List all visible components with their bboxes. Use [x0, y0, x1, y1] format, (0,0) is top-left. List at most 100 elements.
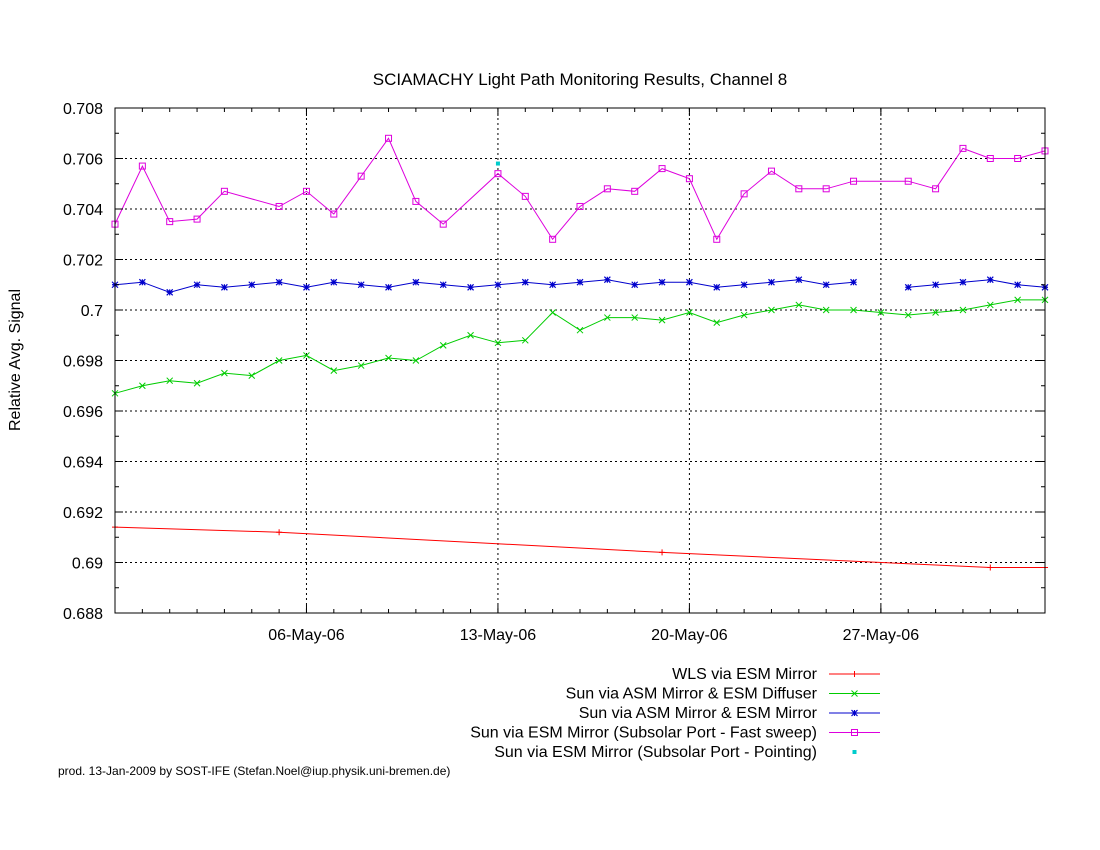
- data-point: [658, 278, 666, 286]
- data-point: [986, 301, 994, 309]
- data-point: [193, 215, 201, 223]
- data-point: [603, 276, 611, 284]
- data-point: [740, 311, 748, 319]
- data-point: [303, 352, 310, 359]
- data-point: [495, 161, 500, 166]
- data-point: [494, 281, 502, 289]
- data-point: [521, 278, 529, 286]
- data-point: [713, 283, 721, 291]
- data-point: [795, 185, 803, 193]
- legend-marker: [851, 671, 858, 677]
- series-line: [114, 137, 1046, 241]
- data-point: [412, 278, 420, 286]
- series-layer: [111, 134, 1049, 571]
- x-ticks: 06-May-06 13-May-06 20-May-06 27-May-06: [114, 108, 1046, 644]
- y-tick-label: 0.69: [72, 556, 103, 573]
- legend-label: WLS via ESM Mirror: [672, 666, 818, 683]
- legend-marker: [851, 729, 858, 736]
- data-point: [932, 309, 939, 316]
- series-line: [114, 279, 1046, 293]
- legend-marker: [852, 750, 857, 754]
- chart-title: SCIAMACHY Light Path Monitoring Results,…: [373, 70, 788, 89]
- data-point: [986, 155, 994, 162]
- data-point: [467, 283, 475, 291]
- data-point: [795, 301, 803, 309]
- data-point: [193, 281, 201, 289]
- data-point: [385, 354, 392, 362]
- data-point: [166, 288, 174, 296]
- data-point: [685, 278, 693, 286]
- data-point: [385, 283, 392, 291]
- data-point: [467, 331, 474, 339]
- data-point: [330, 210, 338, 218]
- x-tick-label: 27-May-06: [843, 627, 920, 644]
- data-point: [768, 306, 775, 314]
- legend-marker: [851, 709, 858, 717]
- legend-label: Sun via ASM Mirror & ESM Mirror: [579, 705, 818, 722]
- data-point: [302, 187, 310, 195]
- data-point: [276, 529, 283, 536]
- data-point: [658, 165, 666, 173]
- data-point: [439, 281, 447, 289]
- legend: WLS via ESM Mirror Sun via ASM Mirror & E…: [470, 666, 880, 761]
- data-point: [521, 336, 529, 344]
- data-point: [768, 278, 775, 286]
- grid: [115, 108, 1045, 613]
- data-point: [795, 276, 803, 284]
- y-tick-label: 0.702: [63, 253, 103, 270]
- data-point: [713, 319, 721, 326]
- data-point: [576, 202, 584, 210]
- data-point: [166, 377, 174, 385]
- data-point: [221, 369, 228, 377]
- y-tick-label: 0.698: [63, 354, 103, 371]
- data-point: [1014, 155, 1022, 162]
- data-point: [166, 218, 174, 226]
- data-point: [959, 306, 967, 314]
- data-point: [850, 177, 858, 185]
- data-point: [631, 314, 639, 321]
- data-point: [138, 382, 146, 390]
- data-point: [494, 170, 502, 178]
- data-point: [932, 185, 940, 193]
- y-tick-label: 0.692: [63, 505, 103, 522]
- data-point: [1014, 281, 1022, 289]
- data-point: [822, 185, 830, 193]
- data-point: [658, 316, 666, 324]
- data-point: [822, 306, 830, 314]
- y-tick-label: 0.706: [63, 152, 103, 169]
- data-point: [685, 175, 693, 183]
- data-point: [740, 281, 748, 289]
- data-point: [603, 314, 611, 321]
- series-3: [111, 134, 1049, 243]
- data-point: [767, 167, 775, 175]
- data-point: [494, 339, 502, 347]
- data-point: [822, 281, 830, 289]
- legend-label: Sun via ASM Mirror & ESM Diffuser: [566, 686, 818, 703]
- data-point: [248, 281, 256, 289]
- data-point: [439, 341, 447, 349]
- series-4: [495, 161, 500, 166]
- data-point: [686, 309, 693, 316]
- y-tick-label: 0.708: [63, 101, 103, 118]
- data-point: [959, 278, 967, 286]
- data-point: [220, 283, 228, 291]
- data-point: [576, 326, 584, 334]
- legend-label: Sun via ESM Mirror (Subsolar Port - Poin…: [494, 744, 817, 761]
- data-point: [330, 367, 338, 374]
- data-point: [740, 190, 748, 198]
- legend-label: Sun via ESM Mirror (Subsolar Port - Fast…: [470, 725, 817, 742]
- data-point: [904, 177, 912, 185]
- data-point: [412, 357, 420, 364]
- data-point: [275, 357, 283, 364]
- data-point: [1014, 296, 1022, 304]
- data-point: [248, 372, 256, 380]
- y-tick-label: 0.696: [63, 404, 103, 421]
- data-point: [959, 144, 967, 152]
- data-point: [193, 379, 201, 387]
- y-axis-label: Relative Avg. Signal: [7, 289, 24, 431]
- data-point: [357, 281, 365, 289]
- data-point: [603, 185, 611, 193]
- data-point: [549, 309, 557, 316]
